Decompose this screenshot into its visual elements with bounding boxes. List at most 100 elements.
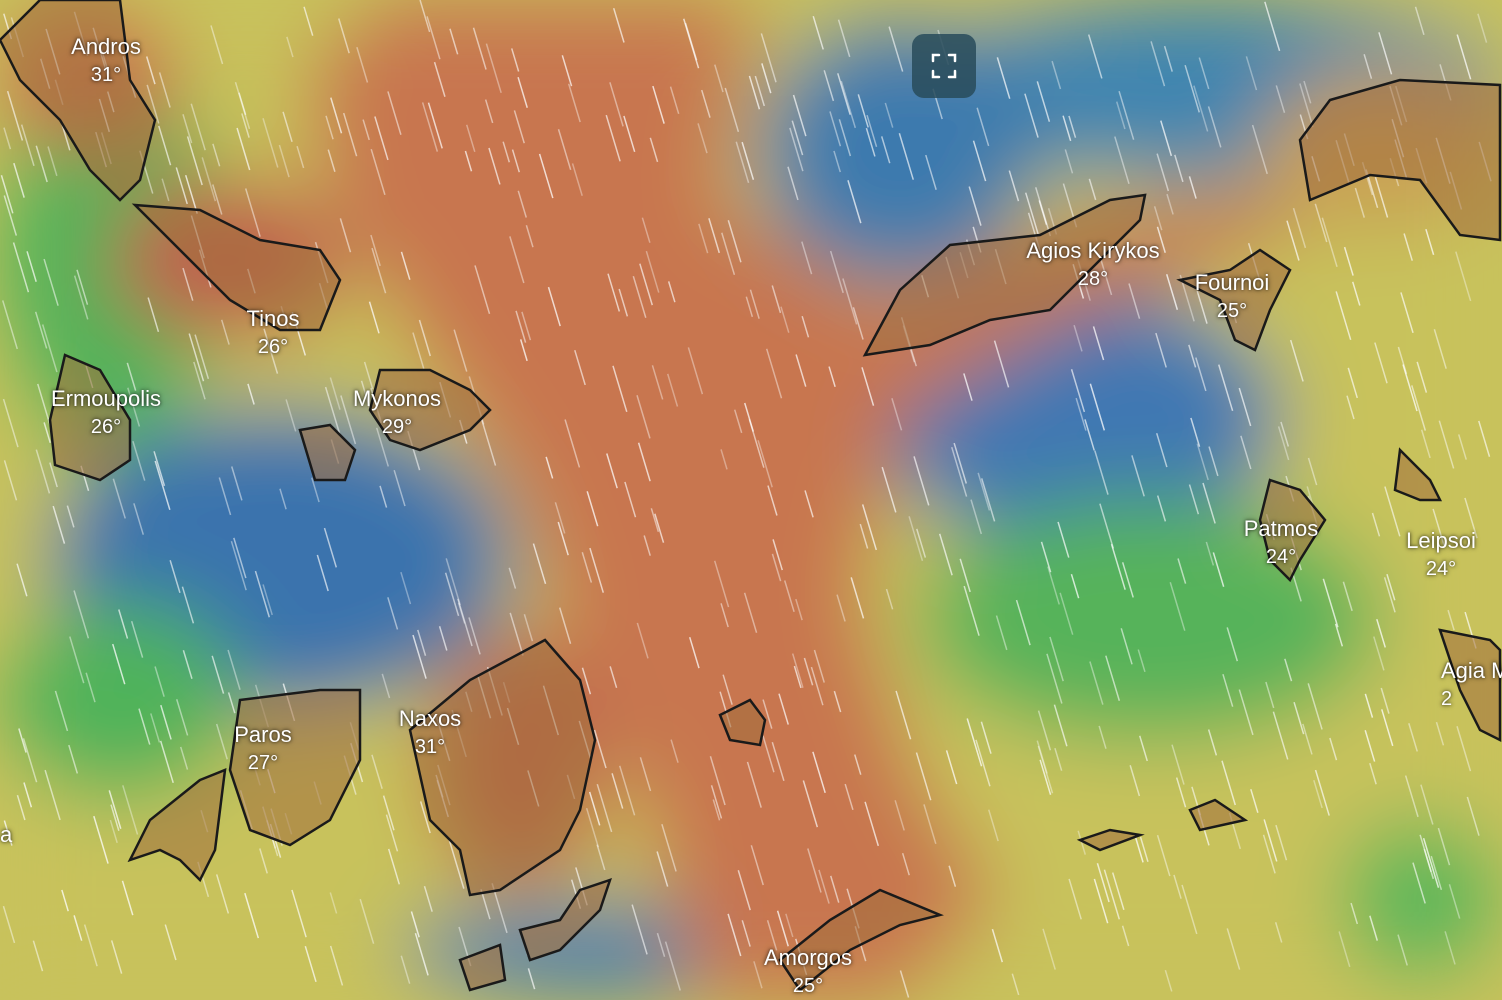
place-label[interactable]: Patmos 24° [1244, 515, 1319, 571]
wind-streak [20, 124, 35, 167]
fullscreen-button[interactable] [912, 34, 976, 98]
place-label[interactable]: Paros 27° [234, 721, 291, 777]
wind-streak [684, 22, 698, 61]
place-label[interactable]: Mykonos 29° [353, 385, 441, 441]
place-temperature: 26° [90, 416, 122, 438]
wind-streak [3, 820, 13, 846]
wind-streak [803, 657, 814, 686]
place-label[interactable]: Tinos 26° [247, 305, 300, 361]
wind-streak [1414, 6, 1425, 36]
wind-streak [959, 558, 971, 593]
place-label[interactable]: Amorgos 25° [764, 944, 852, 1000]
wind-streak [972, 140, 987, 182]
wind-streak [175, 167, 188, 205]
wind-streak [1054, 747, 1063, 771]
wind-streak [186, 136, 203, 186]
place-label[interactable]: Leipsoi 24° [1406, 527, 1476, 583]
wind-streak [554, 502, 566, 534]
wind-streak [1412, 862, 1426, 904]
wind-streak [813, 649, 825, 683]
wind-streak [899, 970, 910, 998]
wind-streak [558, 607, 572, 644]
wind-streak [1262, 834, 1276, 874]
island-small-3 [458, 943, 507, 992]
place-label[interactable]: Agios Kirykos 28° [1026, 237, 1159, 293]
wind-streak [1053, 704, 1068, 747]
wind-streak [254, 570, 271, 618]
wind-streak [329, 892, 338, 914]
wind-streak [664, 941, 681, 991]
wind-streak [708, 218, 721, 254]
wind-streak [417, 629, 427, 656]
wind-streak [1226, 627, 1239, 662]
place-label[interactable]: Fournoi 25° [1195, 269, 1270, 325]
wind-streak [631, 904, 648, 955]
wind-streak [1437, 827, 1451, 866]
wind-streak [1196, 443, 1209, 481]
wind-streak [898, 133, 914, 180]
wind-streak [1275, 824, 1288, 861]
wind-streak [977, 472, 991, 511]
island-samos [1298, 78, 1502, 242]
place-label[interactable]: Naxos 31° [399, 705, 461, 761]
wind-streak [611, 773, 624, 809]
wind-streak [1088, 178, 1097, 201]
wind-streak [215, 874, 230, 914]
wind-streak [182, 267, 194, 301]
place-label[interactable]: Ermoupolis 26° [51, 385, 161, 441]
wind-streak [865, 127, 876, 157]
wind-streak [371, 754, 383, 789]
wind-streak [158, 72, 171, 108]
wind-streak [1155, 432, 1168, 468]
wind-streak [745, 296, 754, 318]
wind-streak [713, 560, 730, 608]
place-temperature: 25° [792, 975, 824, 997]
wind-streak [231, 466, 243, 501]
wind-streak [1047, 566, 1060, 605]
wind-streak [400, 251, 411, 280]
wind-streak [1343, 246, 1354, 276]
wind-streak [612, 365, 628, 413]
wind-streak [1334, 623, 1344, 647]
wind-streak [753, 961, 763, 989]
wind-streak [951, 446, 968, 497]
wind-streak [791, 653, 804, 688]
wind-streak [802, 780, 819, 828]
wind-streak [1251, 124, 1268, 175]
wind-streak [757, 440, 773, 488]
wind-streak [1175, 777, 1187, 808]
wind-streak [581, 667, 592, 695]
wind-streak [1092, 326, 1105, 361]
wind-streak [618, 765, 636, 816]
wind-streak [339, 218, 352, 253]
wind-streak [1190, 417, 1201, 447]
wind-streak [854, 754, 862, 775]
wind-streak [356, 46, 369, 83]
wind-streak [710, 785, 723, 819]
wind-streak [1177, 558, 1187, 584]
wind-streak [1042, 928, 1056, 970]
wind-streak [517, 76, 528, 108]
wind-streak [1139, 836, 1149, 862]
wind-streak [238, 92, 247, 115]
place-name: Agios Kirykos [1026, 238, 1160, 263]
wind-streak [1264, 1, 1281, 52]
wind-streak [1329, 737, 1338, 761]
wind-streak [637, 442, 651, 482]
wind-streak [1099, 503, 1115, 549]
place-label[interactable]: Andros 31° [71, 33, 141, 89]
wind-streak [697, 123, 708, 154]
wind-streak [154, 460, 171, 511]
place-label[interactable]: Agia M 2 [1441, 657, 1502, 713]
wind-streak [427, 102, 443, 149]
wind-streak [193, 361, 206, 400]
place-label[interactable]: a [0, 821, 12, 849]
wind-streak [607, 273, 621, 312]
wind-streak [304, 945, 317, 983]
wind-streak [1208, 446, 1219, 477]
wind-streak [795, 598, 803, 621]
wind-streak [938, 533, 953, 576]
wind-streak [746, 761, 762, 808]
wind-streak [201, 157, 217, 202]
